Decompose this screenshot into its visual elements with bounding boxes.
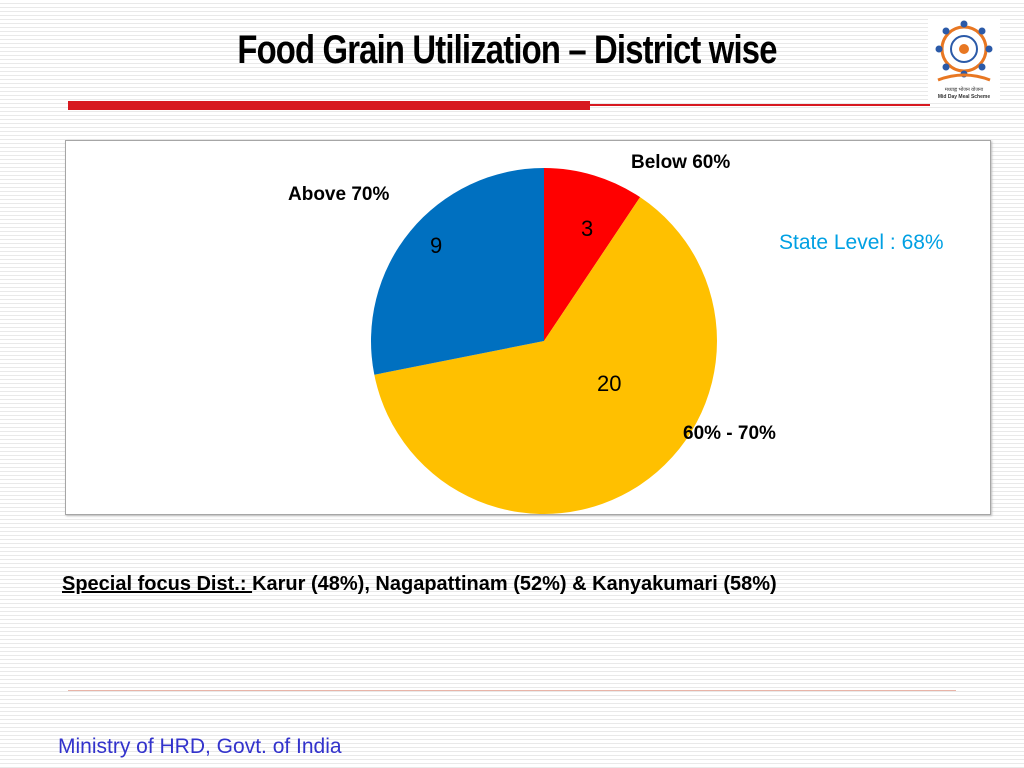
category-label-below-60: Below 60% [631,152,731,173]
title-underline-line [590,104,930,106]
category-label-60-70: 60% - 70% [683,423,776,444]
mid-day-meal-logo: मध्याह्न भोजन योजना Mid Day Meal Scheme [928,16,1000,102]
logo-english-text: Mid Day Meal Scheme [937,94,991,100]
special-focus-districts: Karur (48%), Nagapattinam (52%) & Kanyak… [252,573,777,595]
title-underline-bar [68,101,590,110]
logo-emblem-icon [935,20,993,82]
footer-divider [68,690,956,691]
state-level-text: State Level : 68% [779,231,944,254]
logo-hindi-text: मध्याह्न भोजन योजना [944,87,984,93]
chart-frame: Below 60% 60% - 70% Above 70% 3 20 9 [65,140,991,515]
pie-slice-above-70 [371,168,544,375]
slide-title: Food Grain Utilization – District wise [237,28,777,72]
data-label-60-70: 20 [597,371,622,396]
data-label-above-70: 9 [430,233,443,258]
pie-slice-below-60 [544,168,641,341]
pie-chart [371,168,717,514]
special-focus-label: Special focus Dist.: [62,573,253,595]
category-label-above-70: Above 70% [288,184,390,205]
data-label-below-60: 3 [581,216,594,241]
special-focus-text: Special focus Dist.: Karur (48%), Nagapa… [62,573,777,596]
pie-slice-60-70 [374,197,717,514]
footer-text: Ministry of HRD, Govt. of India [58,735,342,758]
